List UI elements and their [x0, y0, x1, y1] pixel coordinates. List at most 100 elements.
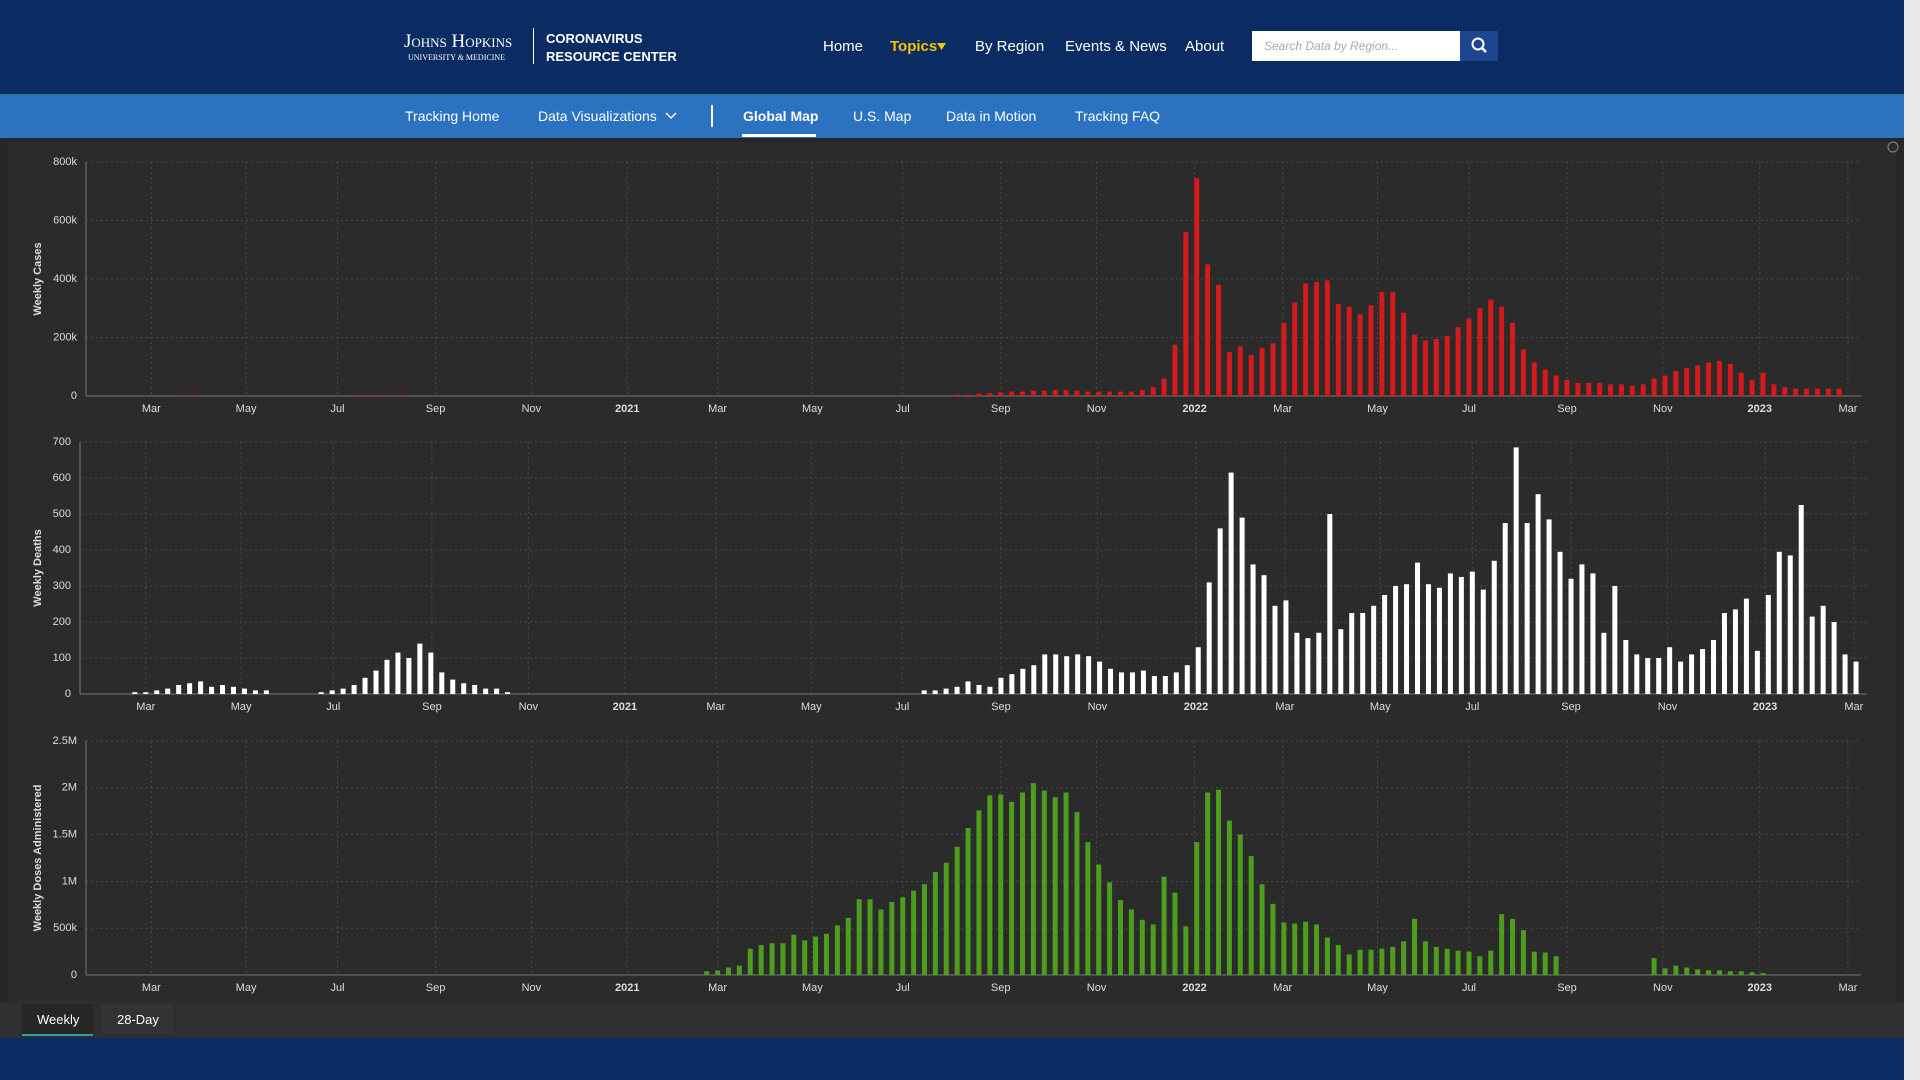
bar	[1335, 945, 1341, 975]
bar	[1173, 672, 1179, 694]
bar	[965, 394, 971, 396]
x-tick-label: 2022	[1182, 982, 1206, 994]
x-tick-label: May	[1367, 982, 1388, 994]
sub-nav-link[interactable]: Data Visualizations	[538, 108, 657, 124]
tab[interactable]: 28-Day	[101, 1004, 173, 1034]
bar	[1771, 384, 1777, 396]
nav-link[interactable]: About	[1185, 38, 1225, 55]
bar	[1281, 922, 1287, 975]
bar	[1412, 334, 1418, 396]
bar	[954, 686, 960, 694]
bar	[1466, 318, 1472, 396]
bar	[1557, 551, 1563, 694]
bar	[1695, 969, 1701, 975]
crc-line1[interactable]: CORONAVIRUS	[546, 31, 643, 46]
bar	[351, 685, 357, 694]
x-tick-label: Jul	[896, 403, 910, 415]
bar	[747, 948, 753, 975]
bar	[1368, 949, 1374, 975]
bar	[483, 688, 489, 694]
x-tick-label: Nov	[1088, 701, 1108, 713]
x-tick-label: Nov	[522, 403, 542, 415]
bar	[1510, 918, 1516, 975]
bar	[976, 393, 982, 396]
bar	[1579, 564, 1585, 694]
bar	[1184, 665, 1190, 694]
bar	[1524, 523, 1530, 694]
x-tick-label: May	[231, 701, 252, 713]
x-tick-label: Sep	[422, 701, 442, 713]
bar	[1270, 343, 1276, 396]
x-tick-label: Jul	[331, 982, 345, 994]
x-tick-label: 2023	[1747, 403, 1771, 415]
nav-link[interactable]: Topics	[890, 38, 938, 55]
bar	[736, 965, 742, 975]
nav-link[interactable]: By Region	[975, 38, 1045, 55]
bar	[1314, 924, 1320, 975]
bar	[1711, 640, 1717, 694]
sub-nav-link[interactable]: U.S. Map	[853, 108, 912, 124]
bar	[1009, 391, 1015, 396]
bar	[1349, 613, 1355, 694]
bar	[1172, 892, 1178, 975]
x-tick-label: Mar	[708, 982, 727, 994]
sub-nav-link[interactable]: Data in Motion	[946, 108, 1037, 124]
bar	[1590, 573, 1596, 694]
sub-nav-link[interactable]: Tracking Home	[405, 108, 500, 124]
bar	[1776, 551, 1782, 694]
bar	[1568, 578, 1574, 694]
bar	[976, 685, 982, 694]
search-box[interactable]: Search Data by Region...	[1252, 31, 1460, 61]
bar	[1097, 661, 1103, 694]
nav-link[interactable]: Events & News	[1065, 38, 1167, 55]
bar	[1382, 595, 1388, 694]
x-tick-label: May	[236, 982, 257, 994]
bar	[1009, 674, 1015, 694]
x-tick-label: Jul	[895, 701, 909, 713]
logo-bottom[interactable]: UNIVERSITY & MEDICINE	[408, 53, 506, 62]
bar	[373, 670, 379, 694]
x-tick-label: 2021	[615, 982, 639, 994]
x-tick-label: Mar	[142, 403, 161, 415]
bar	[802, 940, 808, 975]
bar	[1272, 605, 1278, 694]
bar	[1477, 956, 1483, 975]
search-button[interactable]	[1460, 31, 1498, 61]
logo-top[interactable]: Johns Hopkins	[404, 31, 513, 52]
bar	[965, 828, 971, 975]
x-tick-label: Nov	[1087, 982, 1107, 994]
bar	[1237, 346, 1243, 396]
bar	[1401, 941, 1407, 975]
expand-icon[interactable]	[1887, 141, 1899, 153]
x-tick-label: 2021	[615, 403, 639, 415]
bar	[1139, 919, 1145, 975]
bar	[1645, 658, 1651, 694]
x-tick-label: Sep	[991, 403, 1011, 415]
x-tick-label: Jul	[326, 701, 340, 713]
bar	[1216, 789, 1222, 975]
bar	[1597, 382, 1603, 396]
bar	[241, 688, 247, 694]
tab-label: 28-Day	[117, 1012, 159, 1027]
sub-nav-link[interactable]: Tracking FAQ	[1075, 108, 1161, 124]
tab[interactable]: Weekly	[22, 1004, 93, 1036]
bar	[1368, 305, 1374, 396]
crc-line2[interactable]: RESOURCE CENTER	[546, 49, 677, 64]
scrollbar[interactable]	[1904, 0, 1920, 1080]
y-tick-label: 600k	[53, 214, 77, 226]
bar	[1108, 668, 1114, 694]
bar	[1618, 384, 1624, 396]
nav-link[interactable]: Home	[823, 38, 864, 55]
bar	[943, 862, 949, 975]
bar	[1194, 842, 1200, 975]
bar	[1716, 970, 1722, 975]
sub-nav-link[interactable]: Global Map	[743, 108, 819, 124]
y-tick-label: 0	[65, 688, 71, 700]
x-tick-label: 2022	[1182, 403, 1206, 415]
bar	[1390, 946, 1396, 975]
footer-bar	[0, 1038, 1904, 1080]
bar	[1738, 372, 1744, 396]
bar	[1477, 308, 1483, 396]
bar	[1303, 921, 1309, 975]
bar	[1205, 264, 1211, 396]
